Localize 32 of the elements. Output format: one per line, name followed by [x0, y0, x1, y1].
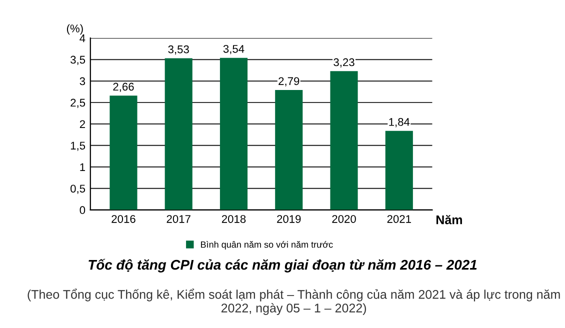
y-tick-label: 3,5 — [70, 56, 86, 65]
text: (Theo Tổng cục Thống kê, Kiểm soát lạm phát – Thành công của năm 2021 và áp lực trong năm 2022, ngày 05 – 1 – 2022) — [28, 288, 560, 315]
text: Tốc độ tăng CPI của các năm giai đoạn từ năm 2016 – 2021 — [88, 258, 477, 272]
bar — [275, 90, 303, 210]
text: 2,79 — [278, 77, 300, 86]
x-tick-label: 2019 — [277, 215, 301, 223]
bar — [220, 58, 248, 210]
y-tick-label: 3 — [80, 77, 86, 86]
y-tick-label: 0 — [80, 206, 86, 214]
x-tick-label: 2017 — [166, 215, 190, 223]
text: 1,84 — [389, 118, 410, 128]
bar — [385, 130, 413, 210]
y-tick-label: 4 — [80, 34, 86, 42]
bar — [330, 71, 358, 210]
y-tick-label: 2,5 — [70, 98, 86, 108]
x-tick-label: 2021 — [387, 215, 411, 223]
legend-label: Bình quân năm so với năm trước — [201, 241, 333, 250]
y-tick-label: 2 — [80, 120, 85, 128]
y-tick-label: 0,5 — [70, 184, 86, 194]
x-tick-label: 2018 — [222, 215, 246, 223]
text: 3,53 — [168, 45, 189, 55]
text: 3,54 — [223, 44, 244, 54]
bar — [110, 96, 138, 210]
y-tick-label: 1 — [80, 163, 85, 171]
bar — [164, 58, 192, 210]
y-axis-title: (%) — [66, 24, 83, 35]
text: 2,66 — [113, 82, 134, 92]
x-tick-label: 2016 — [112, 215, 136, 223]
text: 3,23 — [334, 58, 354, 68]
y-tick-label: 1,5 — [70, 142, 86, 151]
x-axis-title: Năm — [436, 214, 462, 224]
x-tick-label: 2020 — [332, 215, 356, 223]
